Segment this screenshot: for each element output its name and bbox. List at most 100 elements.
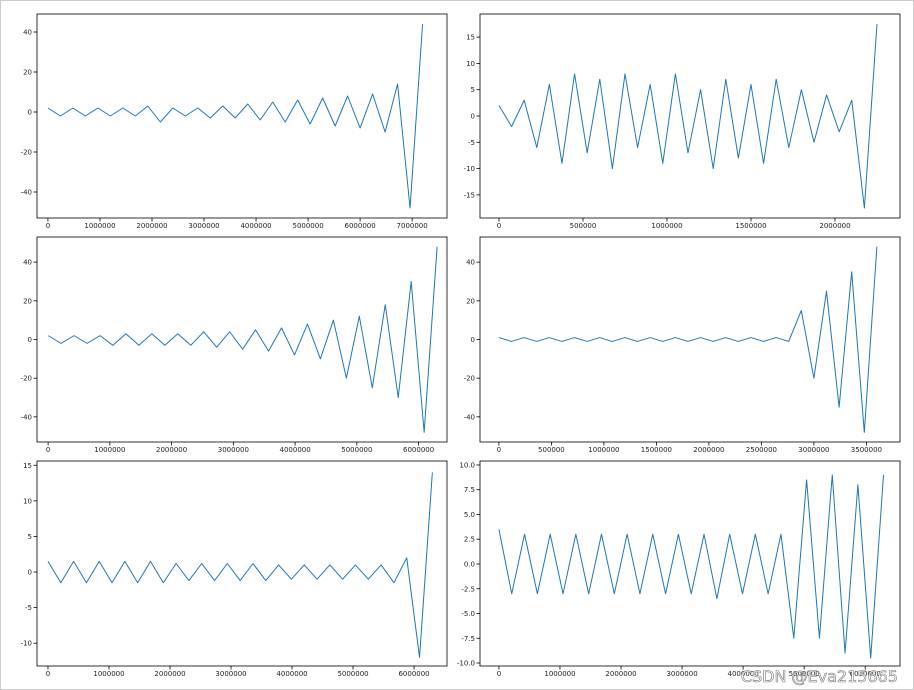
x-tick-label: 5000000 xyxy=(341,446,372,454)
x-tick-label: 1500000 xyxy=(735,222,766,230)
y-tick-label: 5 xyxy=(28,533,32,541)
x-tick-label: 2500000 xyxy=(746,446,777,454)
y-tick-label: -5.0 xyxy=(461,610,475,618)
y-tick-label: -5 xyxy=(468,139,475,147)
y-tick-label: -7.5 xyxy=(461,635,475,643)
x-tick-label: 1000000 xyxy=(94,446,125,454)
y-tick-label: -5 xyxy=(25,604,32,612)
x-tick-label: 500000 xyxy=(570,222,597,230)
x-tick-label: 2000000 xyxy=(154,670,185,678)
y-tick-label: 5 xyxy=(471,86,475,94)
y-tick-label: -20 xyxy=(21,375,32,383)
signal-line xyxy=(498,246,878,433)
y-tick-label: 5.0 xyxy=(464,511,475,519)
x-tick-label: 6000000 xyxy=(398,670,429,678)
x-tick-label: 4000000 xyxy=(240,222,271,230)
y-tick-label: 2.5 xyxy=(464,536,475,544)
x-tick-label: 1000000 xyxy=(588,446,619,454)
series xyxy=(47,246,438,433)
x-tick-label: 6000000 xyxy=(850,670,881,678)
y-tick-label: -20 xyxy=(21,149,32,157)
y-tick-label: 0.0 xyxy=(464,560,475,568)
x-tick-label: 3000000 xyxy=(798,446,829,454)
y-tick-label: 0 xyxy=(471,336,475,344)
x-tick-label: 2000000 xyxy=(136,222,167,230)
y-tick-label: -40 xyxy=(21,189,32,197)
x-tick-label: 500000 xyxy=(538,446,565,454)
x-tick-label: 3000000 xyxy=(666,670,697,678)
x-tick-label: 3000000 xyxy=(215,670,246,678)
x-tick-label: 1000000 xyxy=(93,670,124,678)
y-tick-label: 40 xyxy=(23,259,32,267)
y-tick-label: 10 xyxy=(466,60,475,68)
y-tick-label: -10.0 xyxy=(457,660,475,668)
plot-area xyxy=(498,474,885,659)
x-tick-label: 2000000 xyxy=(605,670,636,678)
x-tick-label: 3500000 xyxy=(851,446,882,454)
x-tick-label: 2000000 xyxy=(819,222,850,230)
x-tick-label: 1000000 xyxy=(544,670,575,678)
series xyxy=(47,23,424,209)
signal-line xyxy=(47,472,433,658)
x-tick-label: 6000000 xyxy=(345,222,376,230)
x-tick-label: 2000000 xyxy=(156,446,187,454)
x-tick-label: 4000000 xyxy=(276,670,307,678)
plot-area xyxy=(498,23,878,209)
y-tick-label: 15 xyxy=(23,462,32,470)
axes-frame xyxy=(479,460,901,667)
signal-line xyxy=(498,474,885,659)
x-tick-label: 6000000 xyxy=(403,446,434,454)
y-tick-label: 20 xyxy=(466,297,475,305)
y-tick-label: 15 xyxy=(466,34,475,42)
signal-line xyxy=(47,23,424,209)
x-tick-label: 5000000 xyxy=(337,670,368,678)
y-tick-label: 20 xyxy=(23,69,32,77)
series xyxy=(498,474,885,659)
plot-area xyxy=(47,246,438,433)
x-tick-label: 4000000 xyxy=(728,670,759,678)
watermark: CSDN @Eva215665 xyxy=(741,667,898,686)
y-tick-label: 0 xyxy=(28,569,32,577)
plots: 0 1000000 2000000 3000000 4000000 5000000 6000… xyxy=(21,13,901,678)
x-tick-label: 0 xyxy=(497,670,501,678)
x-tick-label: 1000000 xyxy=(84,222,115,230)
x-tick-label: 0 xyxy=(46,670,50,678)
x-tick-label: 5000000 xyxy=(292,222,323,230)
y-tick-label: 0 xyxy=(28,336,32,344)
series xyxy=(498,23,878,209)
y-tick-label: -40 xyxy=(21,413,32,421)
x-tick-label: 0 xyxy=(497,446,501,454)
y-tick-label: 0 xyxy=(471,113,475,121)
x-tick-label: 4000000 xyxy=(280,446,311,454)
series xyxy=(47,472,433,658)
y-tick-label: 20 xyxy=(23,297,32,305)
y-tick-label: 0 xyxy=(28,109,32,117)
y-tick-label: -10 xyxy=(21,640,32,648)
x-tick-label: 0 xyxy=(46,446,50,454)
x-tick-label: 3000000 xyxy=(218,446,249,454)
axes-frame xyxy=(36,13,448,219)
y-tick-label: 10.0 xyxy=(459,461,475,469)
y-tick-label: 10 xyxy=(23,497,32,505)
signal-line xyxy=(498,23,878,209)
axes-frame xyxy=(36,460,448,667)
y-tick-label: -2.5 xyxy=(461,585,475,593)
x-tick-label: 1500000 xyxy=(641,446,672,454)
plot-area xyxy=(47,472,433,658)
plot-area xyxy=(498,246,878,433)
x-tick-label: 1000000 xyxy=(651,222,682,230)
signal-line xyxy=(47,246,438,433)
series xyxy=(498,246,878,433)
y-tick-label: -40 xyxy=(464,413,475,421)
x-tick-label: 5000000 xyxy=(789,670,820,678)
x-tick-label: 0 xyxy=(46,222,50,230)
y-tick-label: -15 xyxy=(464,191,475,199)
y-tick-label: 40 xyxy=(23,29,32,37)
y-tick-label: -10 xyxy=(464,165,475,173)
y-tick-label: 7.5 xyxy=(464,486,475,494)
x-tick-label: 7000000 xyxy=(397,222,428,230)
y-tick-label: 40 xyxy=(466,259,475,267)
